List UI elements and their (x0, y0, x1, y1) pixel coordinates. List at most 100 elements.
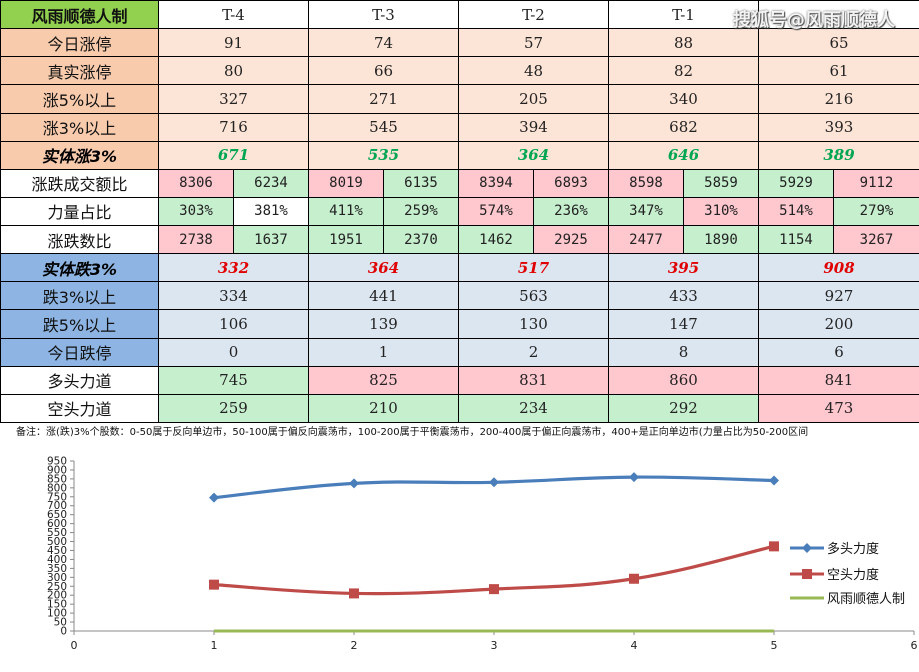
table-title-cell[interactable]: 风雨顺德人制 (0, 0, 159, 30)
row-label[interactable]: 真实涨停 (0, 56, 159, 86)
data-cell[interactable]: 535 (308, 140, 459, 170)
data-cell[interactable]: 716 (158, 112, 309, 142)
data-cell[interactable]: 411% (308, 196, 384, 227)
data-cell[interactable]: 545 (308, 112, 459, 142)
header-cell[interactable] (758, 0, 919, 30)
data-cell[interactable]: 130 (458, 309, 609, 339)
data-cell[interactable]: 574% (458, 196, 534, 227)
data-cell[interactable]: 8598 (608, 168, 684, 198)
data-cell[interactable]: 216 (758, 84, 919, 114)
data-cell[interactable]: 745 (158, 365, 309, 395)
row-label[interactable]: 实体跌3% (0, 253, 159, 283)
data-cell[interactable]: 82 (608, 56, 759, 86)
row-label[interactable]: 实体涨3% (0, 140, 159, 170)
data-cell[interactable]: 0 (158, 337, 309, 367)
data-cell[interactable]: 200 (758, 309, 919, 339)
data-cell[interactable]: 106 (158, 309, 309, 339)
data-cell[interactable]: 80 (158, 56, 309, 86)
data-cell[interactable]: 65 (758, 28, 919, 58)
row-label[interactable]: 今日跌停 (0, 337, 159, 367)
data-cell[interactable]: 563 (458, 281, 609, 311)
header-cell[interactable]: T-3 (308, 0, 459, 30)
data-cell[interactable]: 279% (833, 196, 919, 227)
row-label[interactable]: 涨3%以上 (0, 112, 159, 142)
data-cell[interactable]: 61 (758, 56, 919, 86)
data-cell[interactable]: 271 (308, 84, 459, 114)
data-cell[interactable]: 340 (608, 84, 759, 114)
data-cell[interactable]: 147 (608, 309, 759, 339)
row-label[interactable]: 多头力道 (0, 365, 159, 395)
data-cell[interactable]: 259% (383, 196, 459, 227)
data-cell[interactable]: 1951 (308, 224, 384, 255)
data-cell[interactable]: 74 (308, 28, 459, 58)
row-label[interactable]: 空头力道 (0, 393, 159, 424)
data-cell[interactable]: 210 (308, 393, 459, 424)
data-cell[interactable]: 9112 (833, 168, 919, 198)
data-cell[interactable]: 310% (683, 196, 759, 227)
row-label[interactable]: 跌3%以上 (0, 281, 159, 311)
row-label[interactable]: 涨跌成交额比 (0, 168, 159, 198)
header-cell[interactable]: T-2 (458, 0, 609, 30)
data-cell[interactable]: 2738 (158, 224, 234, 255)
data-cell[interactable]: 1462 (458, 224, 534, 255)
data-cell[interactable]: 381% (233, 196, 309, 227)
data-cell[interactable]: 646 (608, 140, 759, 170)
data-cell[interactable]: 6893 (533, 168, 609, 198)
row-label[interactable]: 跌5%以上 (0, 309, 159, 339)
data-cell[interactable]: 332 (158, 253, 309, 283)
row-label[interactable]: 涨5%以上 (0, 84, 159, 114)
data-cell[interactable]: 91 (158, 28, 309, 58)
data-cell[interactable]: 825 (308, 365, 459, 395)
data-cell[interactable]: 682 (608, 112, 759, 142)
data-cell[interactable]: 205 (458, 84, 609, 114)
data-cell[interactable]: 334 (158, 281, 309, 311)
data-cell[interactable]: 5859 (683, 168, 759, 198)
data-cell[interactable]: 908 (758, 253, 919, 283)
data-cell[interactable]: 517 (458, 253, 609, 283)
data-cell[interactable]: 395 (608, 253, 759, 283)
data-cell[interactable]: 394 (458, 112, 609, 142)
data-cell[interactable]: 8394 (458, 168, 534, 198)
data-cell[interactable]: 1 (308, 337, 459, 367)
data-cell[interactable]: 66 (308, 56, 459, 86)
header-cell[interactable]: T-1 (608, 0, 759, 30)
data-cell[interactable]: 88 (608, 28, 759, 58)
data-cell[interactable]: 2370 (383, 224, 459, 255)
data-cell[interactable]: 2477 (608, 224, 684, 255)
data-cell[interactable]: 364 (308, 253, 459, 283)
data-cell[interactable]: 441 (308, 281, 459, 311)
data-cell[interactable]: 2 (458, 337, 609, 367)
data-cell[interactable]: 364 (458, 140, 609, 170)
data-cell[interactable]: 3267 (833, 224, 919, 255)
data-cell[interactable]: 327 (158, 84, 309, 114)
data-cell[interactable]: 292 (608, 393, 759, 424)
data-cell[interactable]: 6 (758, 337, 919, 367)
data-cell[interactable]: 393 (758, 112, 919, 142)
data-cell[interactable]: 57 (458, 28, 609, 58)
data-cell[interactable]: 234 (458, 393, 609, 424)
header-cell[interactable]: T-4 (158, 0, 309, 30)
data-cell[interactable]: 1890 (683, 224, 759, 255)
data-cell[interactable]: 8019 (308, 168, 384, 198)
data-cell[interactable]: 6135 (383, 168, 459, 198)
data-cell[interactable]: 1154 (758, 224, 834, 255)
data-cell[interactable]: 6234 (233, 168, 309, 198)
data-cell[interactable]: 236% (533, 196, 609, 227)
data-cell[interactable]: 671 (158, 140, 309, 170)
data-cell[interactable]: 433 (608, 281, 759, 311)
data-cell[interactable]: 48 (458, 56, 609, 86)
data-cell[interactable]: 514% (758, 196, 834, 227)
data-cell[interactable]: 473 (758, 393, 919, 424)
data-cell[interactable]: 927 (758, 281, 919, 311)
data-cell[interactable]: 860 (608, 365, 759, 395)
data-cell[interactable]: 347% (608, 196, 684, 227)
data-cell[interactable]: 5929 (758, 168, 834, 198)
data-cell[interactable]: 841 (758, 365, 919, 395)
data-cell[interactable]: 8306 (158, 168, 234, 198)
row-label[interactable]: 力量占比 (0, 196, 159, 227)
data-cell[interactable]: 8 (608, 337, 759, 367)
data-cell[interactable]: 2925 (533, 224, 609, 255)
data-cell[interactable]: 831 (458, 365, 609, 395)
row-label[interactable]: 今日涨停 (0, 28, 159, 58)
data-cell[interactable]: 1637 (233, 224, 309, 255)
